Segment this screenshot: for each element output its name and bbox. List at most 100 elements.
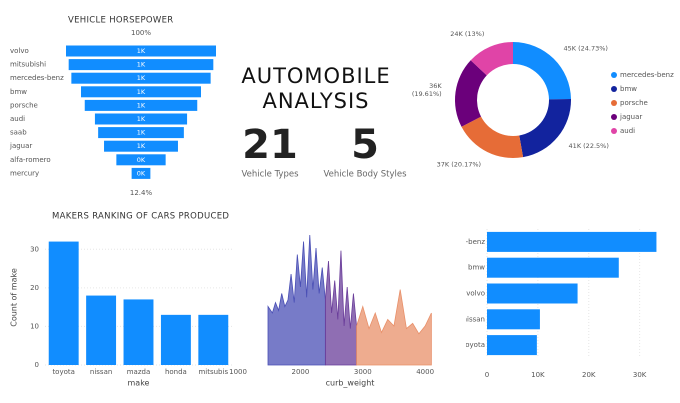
y-tick-label: nissan: [463, 315, 485, 323]
bar: [198, 314, 229, 365]
category-label: porsche: [10, 101, 38, 109]
chart-title: MAKERS RANKING OF CARS PRODUCED: [52, 212, 229, 222]
category-label: audi: [10, 115, 25, 123]
data-label: 1K: [137, 88, 146, 96]
data-label-part: 36K: [429, 82, 442, 90]
page-title: ANALYSIS: [262, 89, 369, 113]
donut-slice: [454, 60, 487, 127]
legend-label: bmw: [620, 85, 637, 93]
data-label: 1K: [137, 47, 146, 55]
data-label: 1K: [137, 115, 146, 123]
data-label: 1K: [137, 74, 146, 82]
kpi-label: Vehicle Types: [241, 170, 299, 180]
y-tick-label: 30: [30, 245, 39, 253]
legend-swatch: [611, 72, 617, 78]
funnel-bar: [131, 167, 151, 179]
legend-label: mercedes-benz: [620, 71, 674, 79]
x-tick-label: nissan: [90, 368, 112, 376]
area: [267, 234, 326, 366]
chart-title: VEHICLE HORSEPOWER: [68, 16, 173, 26]
x-tick-label: mitsubis: [198, 368, 228, 376]
data-label: 45K (24.73%): [563, 45, 607, 53]
bar: [487, 335, 537, 356]
funnel-bar: [66, 45, 216, 57]
funnel-bar: [81, 86, 201, 98]
x-tick-label: 2000: [292, 368, 310, 376]
data-label: 0K: [137, 169, 146, 177]
legend-swatch: [611, 100, 617, 106]
page-title: AUTOMOBILE: [241, 64, 390, 88]
bar: [487, 231, 657, 252]
funnel-bar: [71, 72, 211, 84]
kpi-label: Vehicle Body Styles: [323, 170, 407, 180]
data-label: 41K (22.5%): [569, 142, 609, 150]
legend-label: jaguar: [619, 113, 642, 121]
area: [324, 250, 357, 366]
kpi-value: 5: [351, 122, 379, 168]
category-label: bmw: [10, 88, 27, 96]
category-label: mercedes-benz: [10, 74, 64, 82]
data-label: 0K: [137, 156, 146, 164]
legend-label: audi: [620, 127, 635, 135]
legend-swatch: [611, 86, 617, 92]
bar: [48, 241, 79, 365]
x-tick-label: 20K: [582, 371, 596, 379]
category-label: saab: [10, 129, 27, 137]
x-tick-label: 4000: [416, 368, 434, 376]
y-tick-label: 20: [30, 284, 39, 292]
x-tick-label: 0: [485, 371, 489, 379]
legend-swatch: [611, 114, 617, 120]
data-label: 37K (20.17%): [437, 161, 481, 169]
x-tick-label: 30K: [633, 371, 647, 379]
x-tick-label: 10K: [531, 371, 545, 379]
x-tick-label: 3000: [354, 368, 372, 376]
bar: [160, 314, 191, 365]
category-label: volvo: [10, 47, 29, 55]
donut-slice: [513, 42, 571, 100]
data-label-part: (19.61%): [412, 90, 442, 98]
bar: [86, 295, 117, 365]
donut-slice: [519, 99, 571, 158]
funnel-bar: [98, 127, 184, 139]
bar: [487, 309, 540, 330]
bar: [487, 257, 619, 278]
funnel-bar: [104, 140, 178, 152]
x-tick-label: 1000: [229, 368, 247, 376]
funnel-bar: [68, 59, 214, 71]
category-label: mercury: [10, 169, 39, 177]
data-label: 1K: [137, 61, 146, 69]
donut-slice: [470, 42, 513, 76]
data-label: 36K (19.61%): [412, 82, 443, 98]
donut-slice: [461, 116, 524, 158]
bar: [123, 299, 154, 365]
data-label: 24K (13%): [450, 30, 484, 38]
funnel-bar: [84, 99, 198, 111]
y-tick-label: toyota: [463, 341, 486, 349]
kpi-value: 21: [242, 122, 298, 168]
funnel-annotation: 12.4%: [130, 189, 153, 197]
data-label: 1K: [137, 142, 146, 150]
y-tick-label: bmw: [468, 264, 485, 272]
funnel-bar: [94, 113, 188, 125]
x-tick-label: toyota: [52, 368, 75, 376]
category-label: mitsubishi: [10, 61, 46, 69]
y-tick-label: 0: [35, 361, 39, 369]
x-axis-label: curb_weight: [326, 379, 375, 388]
data-label: 1K: [137, 101, 146, 109]
y-tick-label: 10: [30, 322, 39, 330]
y-axis-label: Count of make: [10, 268, 19, 327]
x-axis-label: make: [128, 379, 150, 388]
bar: [487, 283, 578, 304]
funnel-bar: [116, 154, 166, 166]
x-tick-label: honda: [165, 368, 187, 376]
area: [356, 289, 432, 366]
y-tick-label: volvo: [466, 290, 485, 298]
funnel-annotation: 100%: [131, 29, 151, 37]
x-tick-label: mazda: [127, 368, 151, 376]
data-label: 1K: [137, 129, 146, 137]
category-label: jaguar: [9, 142, 32, 150]
y-tick-label: mercedes-benz: [431, 238, 485, 246]
category-label: alfa-romero: [10, 156, 51, 164]
legend-swatch: [611, 128, 617, 134]
